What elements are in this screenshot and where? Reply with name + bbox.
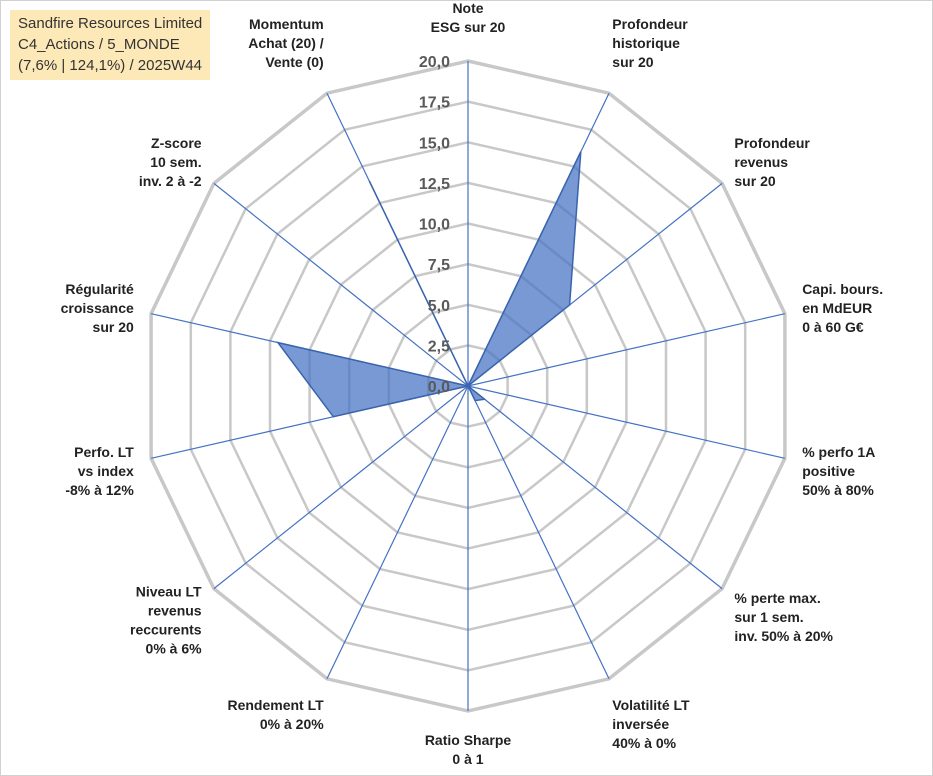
axis-label-line: 50% à 80% (802, 482, 874, 498)
axis-spoke (467, 385, 723, 590)
axis-label: Profondeur revenus sur 20 (734, 135, 810, 189)
axis-label: % perte max. sur 1 sem. inv. 50% à 20% (734, 590, 833, 644)
axis-label-line: sur 20 (93, 319, 134, 335)
tick-label: 10,0 (419, 217, 450, 234)
tick-label: 12,5 (419, 176, 450, 193)
axis-label-line: Vente (0) (265, 54, 323, 70)
axis-label-line: Note (452, 0, 483, 16)
axis-label: % perfo 1A positive 50% à 80% (802, 444, 875, 498)
tick-label: 5,0 (428, 298, 450, 315)
radar-tick-labels: 0,0 2,5 5,0 7,5 10,0 12,5 15,0 17,5 20,0 (419, 54, 450, 396)
axis-label-line: positive (802, 463, 855, 479)
axis-label-line: sur 1 sem. (734, 609, 803, 625)
tick-label: 7,5 (428, 257, 450, 274)
axis-label-line: vs index (78, 463, 134, 479)
axis-label-line: Profondeur (734, 135, 810, 151)
axis-label-line: ESG sur 20 (431, 19, 506, 35)
title-line-stats: (7,6% | 124,1%) / 2025W44 (18, 57, 202, 74)
axis-label-line: 0 à 60 G€ (802, 319, 864, 335)
axis-spoke (467, 385, 786, 459)
axis-label-line: croissance (61, 300, 134, 316)
axis-label: Profondeur historique sur 20 (612, 16, 688, 70)
axis-label-line: Profondeur (612, 16, 688, 32)
axis-label-line: Perfo. LT (74, 444, 134, 460)
title-line-company: Sandfire Resources Limited (18, 15, 203, 32)
axis-label-line: inv. 50% à 20% (734, 628, 833, 644)
title-line-category: C4_Actions / 5_MONDE (18, 36, 180, 53)
axis-label-line: % perfo 1A (802, 444, 875, 460)
axis-label: Z-score 10 sem. inv. 2 à -2 (139, 135, 202, 189)
tick-label: 17,5 (419, 95, 450, 112)
axis-label-line: revenus (148, 603, 202, 619)
axis-label-line: Régularité (65, 281, 134, 297)
axis-label-line: Z-score (151, 135, 202, 151)
axis-label-line: inversée (612, 716, 669, 732)
axis-label: Niveau LT revenus reccurents 0% à 6% (130, 584, 202, 657)
axis-spoke (213, 182, 469, 387)
axis-label-line: Ratio Sharpe (425, 732, 512, 748)
axis-label-line: 0 à 1 (452, 751, 483, 767)
tick-label: 2,5 (428, 338, 450, 355)
tick-label: 15,0 (419, 135, 450, 152)
axis-spoke (467, 385, 610, 680)
axis-label: Note ESG sur 20 (431, 0, 506, 35)
axis-label-line: Volatilité LT (612, 697, 690, 713)
tick-label: 0,0 (428, 379, 450, 396)
axis-label-line: % perte max. (734, 590, 820, 606)
axis-label: Rendement LT 0% à 20% (227, 697, 324, 732)
axis-label: Perfo. LT vs index -8% à 12% (65, 444, 134, 498)
axis-label-line: Niveau LT (136, 584, 202, 600)
axis-label: Momentum Achat (20) / Vente (0) (248, 16, 324, 70)
axis-spoke (467, 313, 786, 387)
axis-label: Régularité croissance sur 20 (61, 281, 134, 335)
axis-label-line: Achat (20) / (248, 35, 324, 51)
axis-label-line: -8% à 12% (65, 482, 134, 498)
axis-label-line: 40% à 0% (612, 735, 676, 751)
axis-label-line: Capi. bours. (802, 281, 883, 297)
axis-label-line: Rendement LT (227, 697, 324, 713)
axis-label-line: 0% à 6% (146, 641, 203, 657)
axis-label-line: revenus (734, 154, 788, 170)
title-box: Sandfire Resources Limited C4_Actions / … (10, 10, 211, 80)
axis-label-line: 0% à 20% (260, 716, 324, 732)
axis-spoke (213, 385, 469, 590)
axis-label-line: inv. 2 à -2 (139, 173, 202, 189)
tick-label: 20,0 (419, 54, 450, 71)
axis-label-line: Momentum (249, 16, 324, 32)
series-area (276, 151, 582, 418)
axis-label-line: en MdEUR (802, 300, 872, 316)
axis-label-line: sur 20 (612, 54, 653, 70)
radar-axis-labels: Note ESG sur 20 Profondeur historique sur 20… (61, 0, 883, 767)
axis-label-line: reccurents (130, 622, 202, 638)
axis-label: Ratio Sharpe 0 à 1 (425, 732, 512, 767)
axis-label-line: historique (612, 35, 680, 51)
axis-label-line: sur 20 (734, 173, 775, 189)
axis-spoke (326, 385, 469, 680)
axis-label: Capi. bours. en MdEUR 0 à 60 G€ (802, 281, 883, 335)
axis-label-line: 10 sem. (150, 154, 201, 170)
axis-label: Volatilité LT inversée 40% à 0% (612, 697, 690, 751)
radar-series (276, 151, 582, 418)
